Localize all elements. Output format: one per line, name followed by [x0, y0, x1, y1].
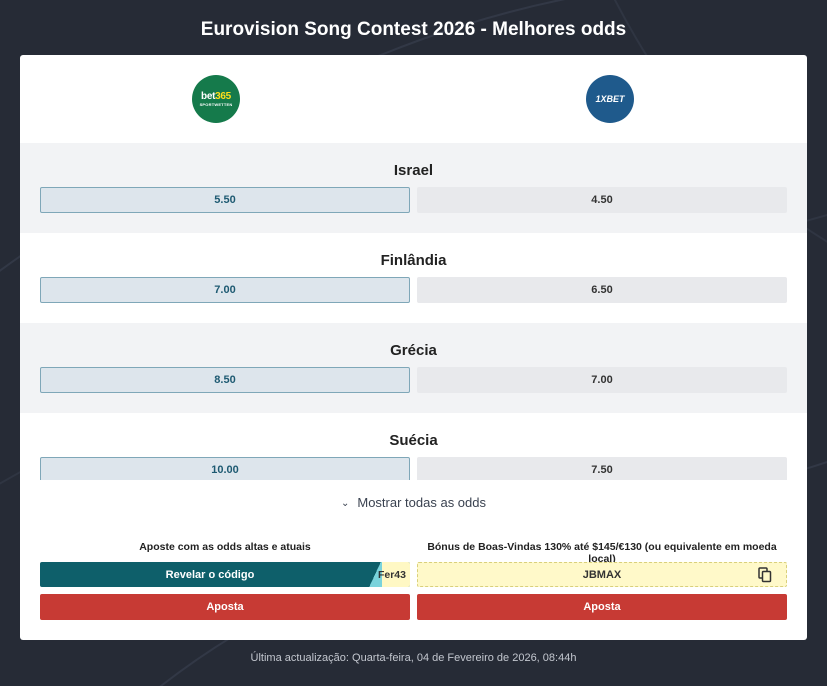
odd-bet365-suecia[interactable]: 10.00 [40, 457, 410, 480]
odd-1xbet-grecia[interactable]: 7.00 [417, 367, 787, 393]
odd-bet365-grecia[interactable]: 8.50 [40, 367, 410, 393]
country-name: Finlândia [380, 252, 447, 269]
odd-1xbet-suecia[interactable]: 7.50 [417, 457, 787, 480]
promo-code: JBMAX [582, 568, 622, 581]
odds-row-suecia: Suécia 10.00 7.50 [20, 413, 807, 480]
country-name: Suécia [389, 432, 438, 449]
reveal-code-button[interactable]: Revelar o código Fer43 [40, 562, 410, 587]
bet-button-1xbet[interactable]: Aposta [417, 594, 787, 620]
copy-icon[interactable] [758, 567, 772, 583]
odds-list: Israel 5.50 4.50 Finlândia 7.00 6.50 Gré… [20, 143, 807, 480]
1xbet-logo[interactable]: 1XBET [586, 75, 634, 123]
show-all-odds-button[interactable]: ⌄ Mostrar todas as odds [20, 495, 807, 510]
reveal-code-label: Revelar o código [165, 568, 255, 581]
chevron-down-icon: ⌄ [340, 498, 350, 509]
odds-card: bet365 SPORTWETTEN 1XBET Israel 5.50 4.5… [20, 55, 807, 640]
odds-row-grecia: Grécia 8.50 7.00 [20, 323, 807, 413]
bet-button-bet365[interactable]: Aposta [40, 594, 410, 620]
odd-1xbet-finlandia[interactable]: 6.50 [417, 277, 787, 303]
odds-row-finlandia: Finlândia 7.00 6.50 [20, 233, 807, 323]
bookmaker-logos: bet365 SPORTWETTEN 1XBET [20, 55, 807, 143]
odd-1xbet-israel[interactable]: 4.50 [417, 187, 787, 213]
page-title: Eurovision Song Contest 2026 - Melhores … [200, 19, 627, 40]
code-peek-text: Fer43 [377, 569, 406, 581]
promo-headline-bet365: Aposte com as odds altas e atuais [139, 541, 311, 553]
show-all-label: Mostrar todas as odds [357, 495, 486, 510]
country-name: Grécia [390, 342, 437, 359]
last-updated: Última actualização: Quarta-feira, 04 de… [250, 652, 577, 664]
promo-code-box[interactable]: JBMAX [417, 562, 787, 587]
odds-row-israel: Israel 5.50 4.50 [20, 143, 807, 233]
odd-bet365-finlandia[interactable]: 7.00 [40, 277, 410, 303]
odd-bet365-israel[interactable]: 5.50 [40, 187, 410, 213]
peel-corner [368, 562, 382, 587]
bet365-logo[interactable]: bet365 SPORTWETTEN [192, 75, 240, 123]
country-name: Israel [393, 162, 434, 179]
